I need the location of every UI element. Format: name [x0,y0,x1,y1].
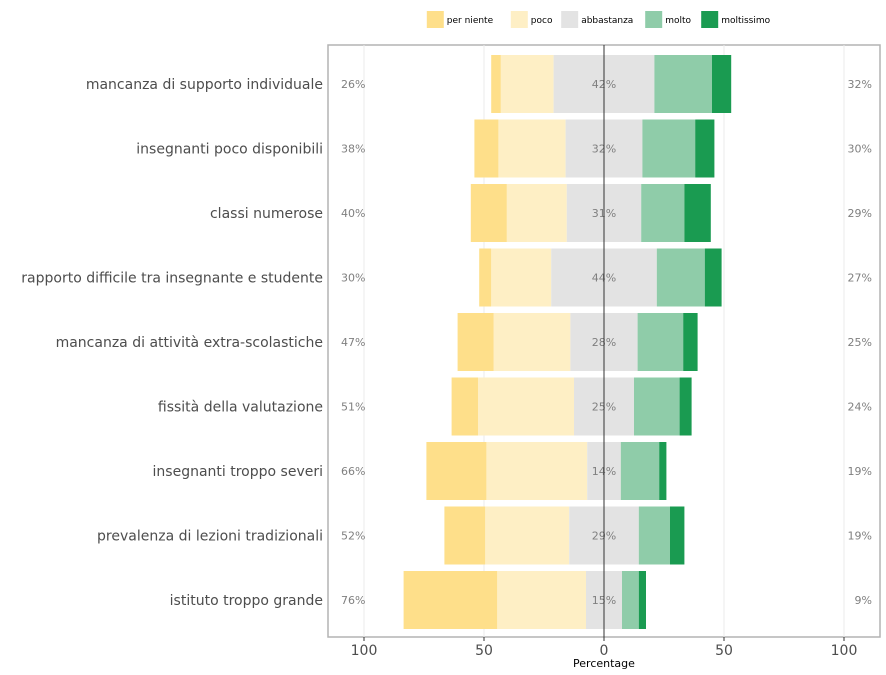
bar-segment-poco [478,377,574,436]
right-percent-label: 25% [848,336,872,349]
legend: per niente poco abbastanza molto moltissimo [426,11,771,28]
bar-segment-molto [620,442,660,500]
left-percent-label: 76% [341,594,365,607]
bar-segment-moltissimo [683,313,698,371]
bar-segment-poco [493,313,571,371]
left-percent-label: 30% [341,272,365,285]
bar-segment-moltissimo [638,571,646,629]
legend-label: molto [665,16,691,26]
legend-label: per niente [447,16,494,26]
x-tick-label: 50 [715,643,733,659]
left-percent-label: 26% [341,78,365,91]
legend-swatch [510,11,528,28]
bar-segment-moltissimo [695,119,715,178]
bar-segment-molto [622,571,639,629]
bar-segment-poco [486,442,588,500]
right-percent-label: 29% [848,207,872,220]
bar-row [457,313,698,371]
bar-segment-molto [642,119,696,178]
bar-row [444,506,685,565]
left-percent-label: 52% [341,530,365,543]
bar-segment-moltissimo [704,248,722,307]
x-tick-label: 0 [600,643,609,659]
bar-segment-poco [491,248,552,307]
category-label: classi numerose [210,206,323,222]
bar-segment-per-niente [444,506,486,565]
x-tick-label: 100 [831,643,858,659]
bar-segment-per-niente [457,313,494,371]
legend-item: molto [645,11,692,28]
bar-segment-poco [500,55,554,113]
category-label: fissità della valutazione [158,400,323,416]
legend-swatch [645,11,663,28]
bar-segment-moltissimo [679,377,692,436]
category-label: rapporto difficile tra insegnante e stud… [21,271,323,287]
bar-segment-per-niente [474,119,499,178]
x-tick-label: 100 [351,643,378,659]
bar-segment-molto [641,184,685,242]
right-percent-label: 27% [848,272,872,285]
bar-row [426,442,667,500]
left-percent-label: 66% [341,465,365,478]
bar-segment-per-niente [470,184,507,242]
bar-segment-moltissimo [684,184,711,242]
x-axis-title: Percentage [573,657,635,670]
bar-row [474,119,715,178]
category-label: insegnanti poco disponibili [136,142,323,158]
bar-segment-poco [498,119,566,178]
legend-label: moltissimo [721,16,770,26]
bar-segment-per-niente [403,571,498,629]
bar-segment-per-niente [491,55,501,113]
legend-swatch [426,11,444,28]
bar-segment-moltissimo [712,55,732,113]
right-percent-label: 30% [848,143,872,156]
labels-layer: mancanza di supporto individuale 26% 42% 32… [21,45,872,637]
right-percent-label: 24% [848,401,872,414]
bar-segment-per-niente [426,442,487,500]
legend-item: poco [510,11,553,28]
bar-segment-molto [634,377,680,436]
left-percent-label: 47% [341,336,365,349]
right-percent-label: 19% [848,530,872,543]
bar-segment-poco [506,184,567,242]
left-percent-label: 38% [341,143,365,156]
right-percent-label: 9% [855,594,872,607]
x-axis: 100 50 0 50 100 [351,637,858,659]
bar-segment-molto [638,506,670,565]
category-label: mancanza di attività extra-scolastiche [56,335,323,351]
category-label: prevalenza di lezioni tradizionali [97,529,323,545]
x-tick-label: 50 [475,643,493,659]
legend-swatch [701,11,719,28]
category-label: istituto troppo grande [170,593,323,609]
bar-segment-molto [656,248,705,307]
category-label: insegnanti troppo severi [153,464,323,480]
bar-segment-molto [637,313,684,371]
bar-row [451,377,692,436]
legend-label: poco [531,16,553,26]
bar-segment-per-niente [479,248,492,307]
legend-swatch [561,11,579,28]
left-percent-label: 40% [341,207,365,220]
legend-item: per niente [426,11,494,28]
right-percent-label: 32% [848,78,872,91]
right-percent-label: 19% [848,465,872,478]
bar-segment-molto [654,55,712,113]
left-percent-label: 51% [341,401,365,414]
legend-item: abbastanza [561,11,633,28]
legend-label: abbastanza [581,16,633,26]
bar-segment-poco [497,571,586,629]
bar-segment-poco [485,506,570,565]
bar-segment-moltissimo [670,506,685,565]
bar-segment-moltissimo [659,442,667,500]
category-label: mancanza di supporto individuale [86,77,323,93]
bar-segment-per-niente [451,377,478,436]
legend-item: moltissimo [701,11,771,28]
